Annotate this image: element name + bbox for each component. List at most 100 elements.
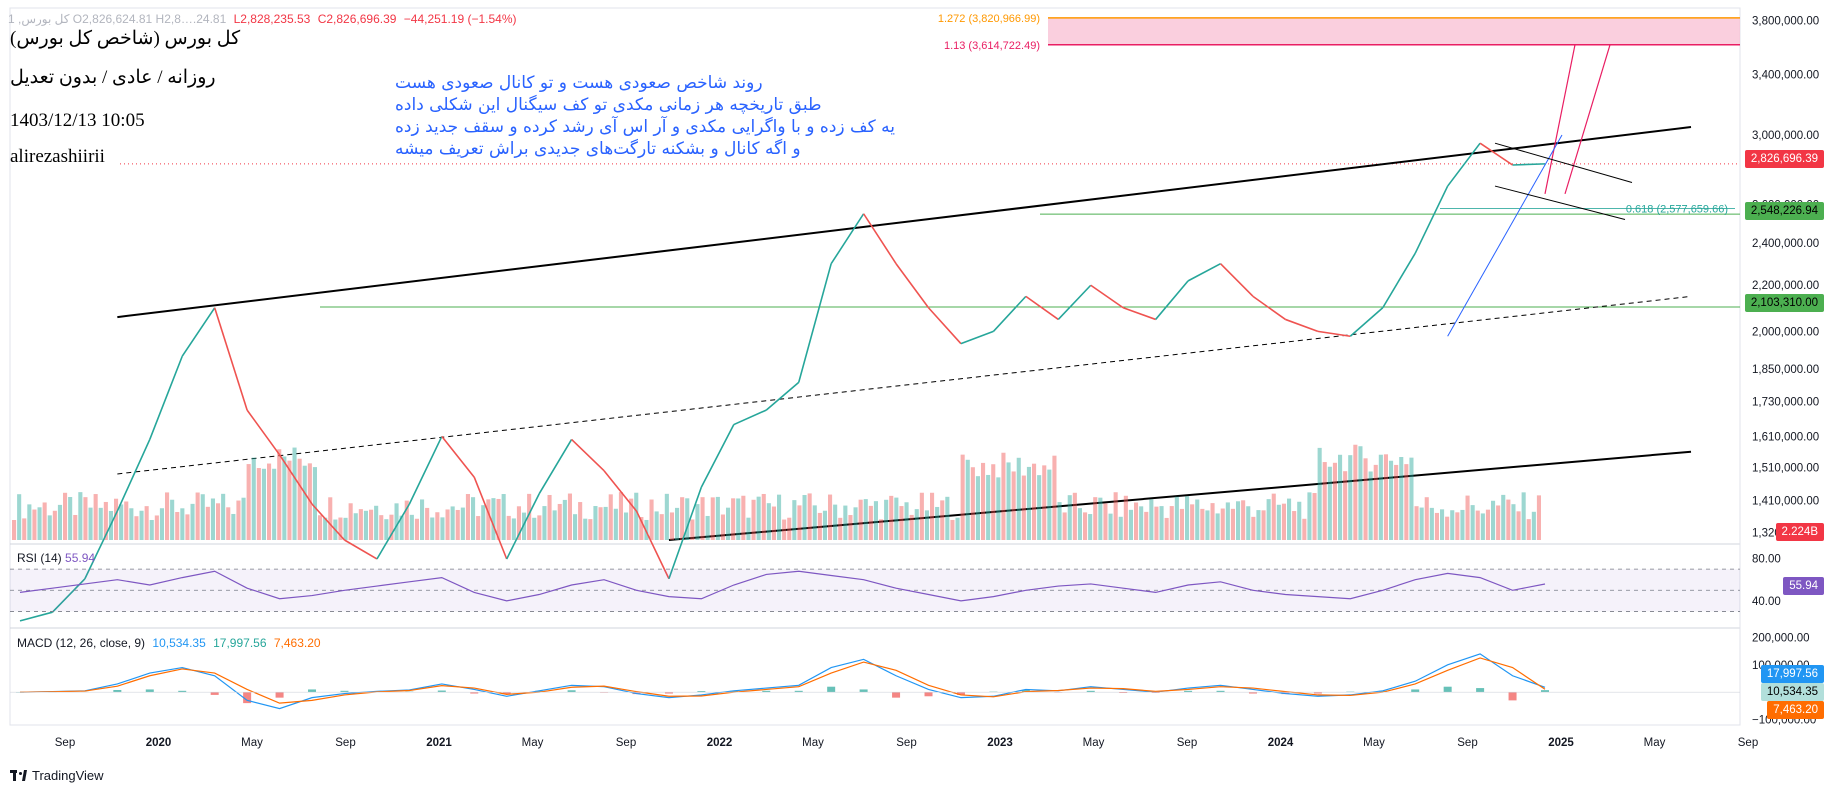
macd-histogram-bar (210, 692, 219, 695)
volume-bar (1501, 494, 1506, 540)
note-line-4: و اگه کانال و بشکنه تارگت‌های جدیدی براش… (395, 139, 801, 159)
volume-bar (256, 468, 261, 540)
volume-bar (246, 464, 251, 540)
price-segment (149, 355, 183, 440)
volume-bar (909, 514, 914, 540)
macd-histogram-bar (502, 692, 511, 695)
macd-histogram-bar (1248, 692, 1257, 694)
macd-histogram-bar (762, 690, 771, 693)
price-segment (213, 307, 248, 411)
volume-bar (124, 501, 129, 540)
ohlc-readout: 1 ,کل بورس O2,826,624.81 H2,8….24.81 L2,… (8, 12, 521, 26)
volume-bar (144, 506, 149, 540)
price-tick-label: 2,200,000.00 (1752, 280, 1819, 292)
volume-bar (828, 494, 833, 540)
volume-bar (430, 517, 435, 540)
note-line-3: یه کف زده و با واگرایی مکدی و آر اس آی ر… (395, 117, 895, 137)
time-tick-label: May (1083, 737, 1105, 749)
volume-bar (690, 519, 695, 540)
volume-bar (578, 502, 583, 540)
ohlc-close: C2,826,696.39 (317, 12, 397, 26)
time-tick-label: May (522, 737, 544, 749)
rsi-legend[interactable]: RSI (14) 55.94 (17, 551, 95, 565)
price-segment (1219, 263, 1254, 297)
volume-bar (1536, 495, 1541, 540)
volume-bar (741, 495, 746, 540)
volume-bar (736, 498, 741, 540)
price-segment (1512, 163, 1546, 166)
volume-bar (970, 467, 975, 540)
volume-bar (57, 504, 62, 540)
volume-bar (302, 465, 307, 540)
volume-bar (312, 467, 317, 540)
volume-bar (1440, 509, 1445, 540)
macd-histogram-bar (308, 689, 317, 693)
volume-bar (726, 507, 731, 540)
volume-bar (496, 498, 501, 540)
volume-bar (1353, 444, 1358, 540)
volume-bar (1373, 464, 1378, 540)
volume-bar (78, 492, 83, 540)
volume-bar (1128, 509, 1133, 540)
volume-bar (664, 493, 669, 540)
macd-histogram-bar (1184, 690, 1193, 693)
ohlc-prefix: 1 ,کل بورس O2,826,624.81 H2,8….24.81 (8, 12, 227, 26)
volume-bar (945, 496, 950, 540)
volume-bar (669, 512, 674, 540)
price-segment (1479, 142, 1513, 166)
volume-bar (1032, 463, 1037, 540)
macd-line (19, 653, 1546, 710)
volume-bar (833, 504, 838, 540)
macd-histogram-bar (1216, 690, 1225, 693)
volume-bar (889, 495, 894, 540)
price-segment (635, 510, 670, 580)
macd-histogram-bar (1313, 692, 1322, 694)
volume-bar (1042, 465, 1047, 540)
volume-bar (409, 514, 414, 540)
volume-bar (1383, 454, 1388, 540)
volume-bar (1123, 495, 1128, 540)
volume-bar (639, 517, 644, 540)
volume-bar (527, 493, 532, 540)
hist-tag: 7,463.20 (1767, 701, 1824, 719)
volume-bar (1159, 506, 1164, 540)
price-segment (408, 436, 443, 505)
volume-bar (384, 519, 389, 540)
volume-bar (1098, 497, 1103, 540)
volume-bar (751, 499, 756, 540)
price-segment (1057, 284, 1092, 320)
volume-bar (481, 505, 486, 540)
ohlc-low: L2,828,235.53 (233, 12, 311, 26)
volume-bar (1327, 466, 1332, 540)
volume-bar (379, 515, 384, 540)
volume-bar (1236, 501, 1241, 540)
volume-bar (1485, 509, 1490, 540)
price-tick-label: 3,800,000.00 (1752, 16, 1819, 28)
volume-bar (761, 493, 766, 540)
analysis-note[interactable]: روند شاخص صعودی هست و تو کانال صعودی هست… (395, 72, 975, 160)
volume-bar (414, 518, 419, 540)
volume-bar (1409, 457, 1414, 540)
volume-bar (1103, 503, 1108, 540)
datetime-label: 1403/12/13 10:05 (10, 110, 145, 131)
volume-bar (634, 492, 639, 540)
interval-label: روزانه / عادی / بدون تعدیل (10, 67, 216, 88)
volume-bar (705, 515, 710, 540)
macd-legend[interactable]: MACD (12, 26, close, 9) 10,534.35 17,997… (17, 636, 321, 650)
volume-bar (1062, 512, 1067, 540)
volume-bar (358, 509, 363, 540)
volume-bar (1496, 505, 1501, 540)
signal-tag: 10,534.35 (1760, 683, 1824, 701)
volume-bar (583, 518, 588, 540)
volume-bar (1108, 513, 1113, 540)
volume-bar (1302, 518, 1307, 540)
price-segment (1447, 142, 1481, 187)
rsi-line (19, 570, 1546, 602)
volume-bar (52, 510, 57, 540)
tradingview-logo[interactable]: TradingView (10, 768, 104, 783)
volume-bar (940, 500, 945, 540)
volume-bar (251, 457, 256, 540)
volume-bar (1480, 513, 1485, 540)
